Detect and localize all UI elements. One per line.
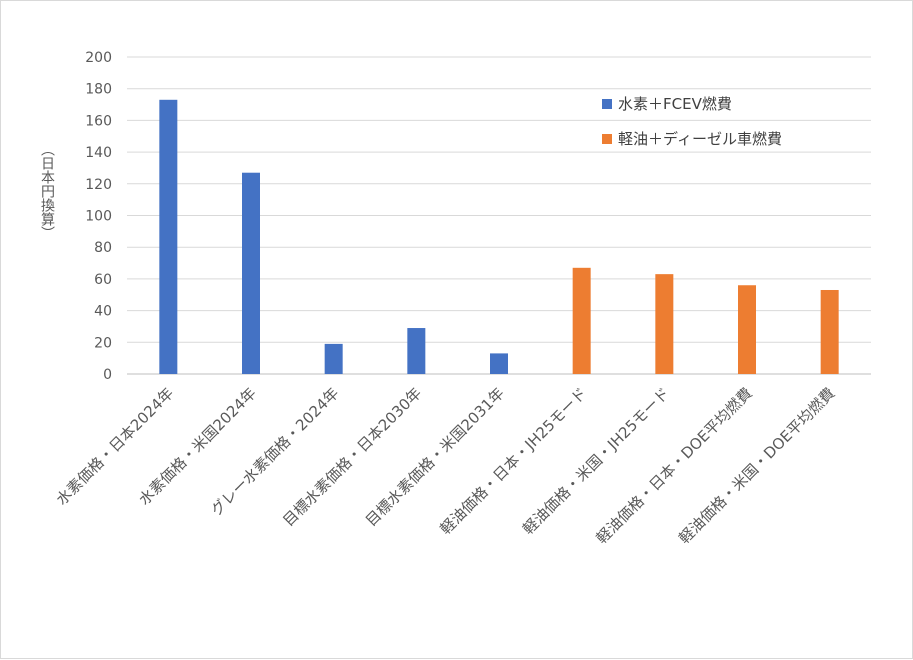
legend-label: 水素＋FCEV燃費 bbox=[618, 95, 732, 113]
y-tick-label: 140 bbox=[85, 145, 112, 161]
bar bbox=[655, 274, 674, 374]
x-category-label: 軽油価格・米国・DOE平均燃費 bbox=[675, 384, 838, 547]
y-tick-label: 180 bbox=[85, 82, 112, 98]
y-axis-title: （日本円換算） bbox=[39, 142, 55, 240]
x-category-label: 軽油価格・日本・DOE平均燃費 bbox=[593, 384, 756, 547]
y-axis-tick-labels: 0 20 40 60 80 100 120 140 160 180 200 bbox=[85, 50, 112, 383]
x-category-label: 目標水素価格・日本2030年 bbox=[279, 384, 425, 530]
bar bbox=[572, 267, 591, 374]
bar bbox=[738, 285, 756, 374]
y-tick-label: 100 bbox=[85, 209, 112, 225]
x-category-label: 軽油価格・米国・JH25モード bbox=[519, 384, 673, 538]
bar bbox=[407, 328, 426, 374]
y-tick-label: 200 bbox=[85, 50, 112, 66]
y-tick-label: 60 bbox=[94, 272, 112, 288]
bar bbox=[490, 353, 508, 374]
legend-swatch bbox=[602, 134, 612, 144]
bar bbox=[324, 343, 343, 374]
x-category-label: 目標水素価格・米国2031年 bbox=[362, 384, 508, 530]
gridlines bbox=[127, 56, 871, 375]
bars bbox=[159, 99, 839, 375]
y-tick-label: 20 bbox=[94, 335, 112, 351]
y-tick-label: 0 bbox=[103, 367, 112, 383]
legend-swatch bbox=[602, 99, 612, 109]
bar bbox=[159, 99, 178, 375]
y-tick-label: 40 bbox=[94, 304, 112, 320]
y-tick-label: 120 bbox=[85, 177, 112, 193]
bar bbox=[820, 289, 839, 374]
x-axis-category-labels: 水素価格・日本2024年水素価格・米国2024年グレー水素価格・2024年目標水… bbox=[53, 384, 839, 547]
legend-label: 軽油＋ディーゼル車燃費 bbox=[618, 130, 782, 148]
x-category-label: 軽油価格・日本・JH25モード bbox=[436, 384, 590, 538]
bar bbox=[242, 172, 260, 374]
y-tick-label: 160 bbox=[85, 113, 112, 129]
y-tick-label: 80 bbox=[94, 240, 112, 256]
